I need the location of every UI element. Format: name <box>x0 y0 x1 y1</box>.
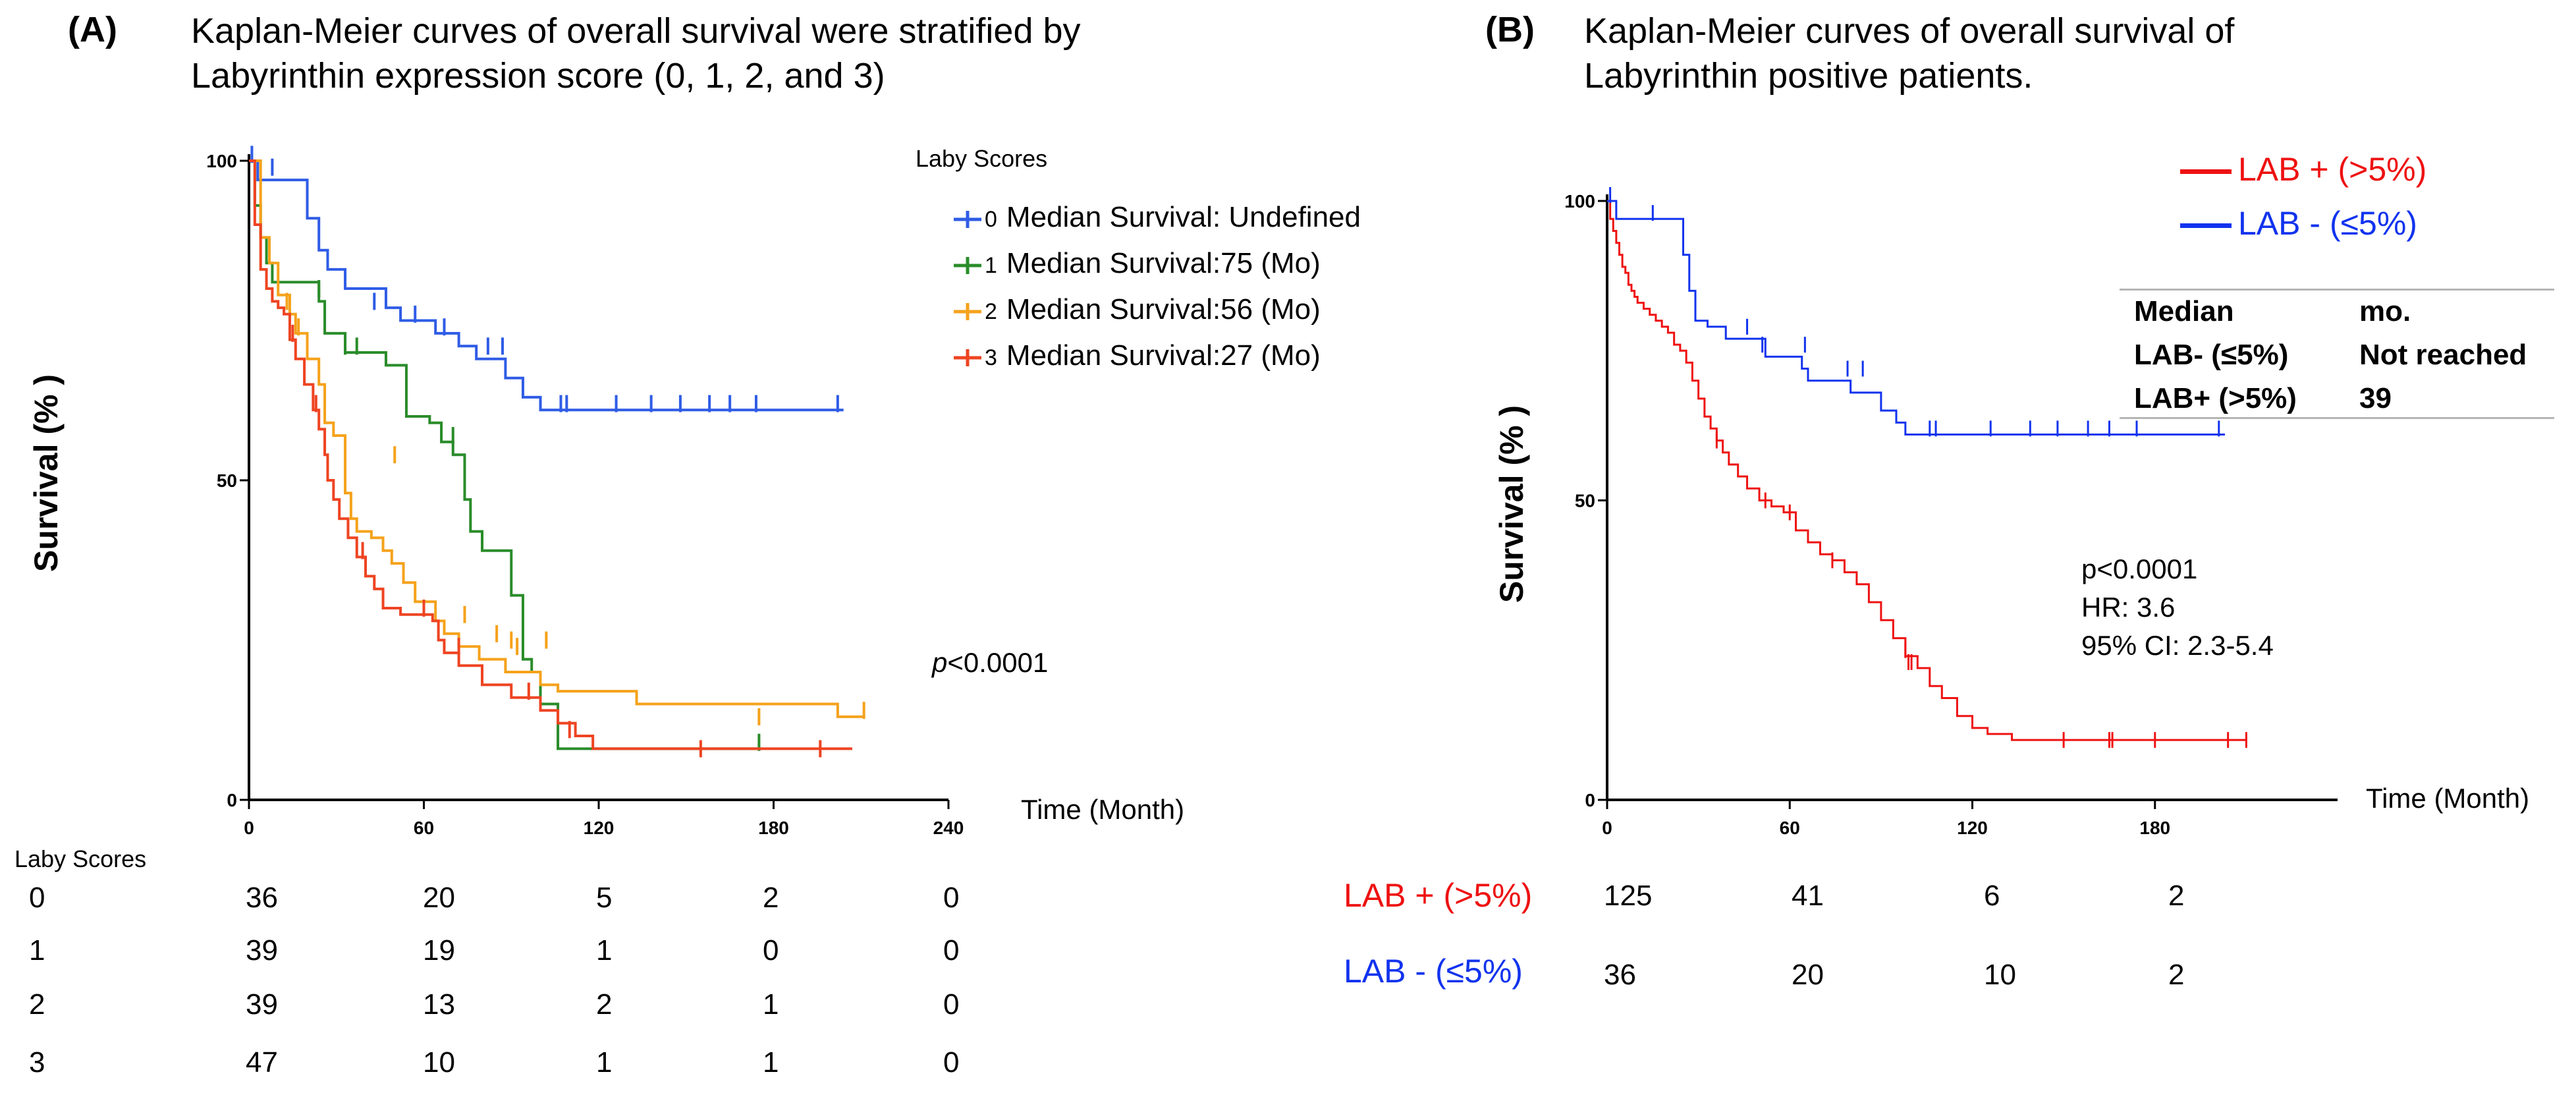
panel-a-title-line1: Kaplan-Meier curves of overall survival … <box>191 11 1081 51</box>
risk-count: 0 <box>943 934 960 967</box>
risk-count: 2 <box>2168 959 2185 991</box>
legend-line <box>2180 223 2232 229</box>
legend-key: 3 <box>985 345 997 370</box>
risk-count: 13 <box>423 988 455 1021</box>
x-tick-label: 60 <box>1780 818 1800 838</box>
risk-count: 39 <box>246 934 278 967</box>
risk-count: 2 <box>2168 880 2185 912</box>
panel-a-label: (A) <box>68 10 117 49</box>
panel-a-risk-table-title: Laby Scores <box>14 845 147 872</box>
legend-key: 0 <box>985 207 997 232</box>
stat-line: 95% CI: 2.3-5.4 <box>2081 630 2274 661</box>
median-table-cell: LAB- (≤5%) <box>2134 339 2289 371</box>
risk-count: 19 <box>423 934 455 967</box>
survival-curve-series-0 <box>1607 200 2247 741</box>
x-tick-label: 0 <box>244 818 254 838</box>
p-value-prefix: p <box>932 647 948 678</box>
panel-b-x-axis-label: Time (Month) <box>2366 783 2530 814</box>
risk-count: 2 <box>596 988 613 1021</box>
panel-b-legend-item-1: LAB - (≤5%) <box>2180 204 2417 242</box>
panel-b-label: (B) <box>1485 10 1535 49</box>
survival-curve-series-1 <box>1607 200 2226 436</box>
panel-b-title-line2: Labyrinthin positive patients. <box>1584 56 2033 96</box>
y-tick-label: 100 <box>1564 191 1595 211</box>
y-tick-label: 100 <box>206 151 237 171</box>
x-tick-label: 180 <box>758 818 789 838</box>
panel-a-title-line2: Labyrinthin expression score (0, 1, 2, a… <box>191 56 885 96</box>
y-tick-label: 0 <box>227 790 237 810</box>
median-table-cell: 39 <box>2359 382 2392 414</box>
legend-text: LAB + (>5%) <box>2238 151 2427 188</box>
median-table-cell: LAB+ (>5%) <box>2134 382 2297 414</box>
risk-group: 2 <box>29 988 45 1021</box>
panel-b-title-line1: Kaplan-Meier curves of overall survival … <box>1584 11 2235 51</box>
x-tick-label: 60 <box>414 818 434 838</box>
risk-count: 20 <box>423 882 455 914</box>
risk-count: 1 <box>763 1046 779 1079</box>
legend-text: Median Survival:56 (Mo) <box>1006 293 1321 325</box>
legend-text: Median Survival: Undefined <box>1006 201 1361 233</box>
risk-count: 2 <box>763 882 779 914</box>
risk-count: 0 <box>943 988 960 1021</box>
risk-group: 3 <box>29 1046 45 1079</box>
legend-text: LAB - (≤5%) <box>2238 205 2417 242</box>
legend-line <box>2180 169 2232 175</box>
risk-count: 47 <box>246 1046 278 1079</box>
panel-a-legend-item-3: 3 Median Survival:27 (Mo) <box>985 339 1321 372</box>
panel-b-y-axis-label: Survival (% ) <box>1493 405 1530 604</box>
risk-group: LAB + (>5%) <box>1344 877 1533 914</box>
x-tick-label: 240 <box>933 818 964 838</box>
x-tick-label: 0 <box>1602 818 1612 838</box>
risk-count: 39 <box>246 988 278 1021</box>
risk-group: 0 <box>29 882 45 914</box>
panel-a-x-axis-label: Time (Month) <box>1021 794 1185 825</box>
legend-key: 1 <box>985 253 997 278</box>
risk-count: 1 <box>596 934 613 967</box>
legend-text: Median Survival:27 (Mo) <box>1006 339 1321 372</box>
risk-count: 10 <box>1984 959 2016 991</box>
risk-count: 36 <box>1604 959 1636 991</box>
risk-count: 36 <box>246 882 278 914</box>
stat-line: HR: 3.6 <box>2081 592 2176 623</box>
y-tick-label: 50 <box>217 470 237 491</box>
panel-a-p-value: p<0.0001 <box>932 647 1048 679</box>
risk-count: 20 <box>1792 959 1824 991</box>
median-table-header: mo. <box>2359 295 2411 327</box>
median-table-bottom-rule <box>2120 417 2554 419</box>
x-tick-label: 120 <box>584 818 615 838</box>
panel-a-legend-item-0: 0 Median Survival: Undefined <box>985 201 1361 234</box>
risk-count: 1 <box>763 988 779 1021</box>
risk-group: 1 <box>29 934 45 967</box>
risk-count: 0 <box>943 1046 960 1079</box>
survival-curve-series-0 <box>249 159 844 412</box>
panel-a-legend-item-1: 1 Median Survival:75 (Mo) <box>985 247 1321 280</box>
panel-b-legend-item-0: LAB + (>5%) <box>2180 150 2426 188</box>
legend-text: Median Survival:75 (Mo) <box>1006 247 1321 279</box>
risk-count: 10 <box>423 1046 455 1079</box>
median-table-header: Median <box>2134 295 2234 327</box>
median-table-cell: Not reached <box>2359 339 2527 371</box>
x-tick-label: 180 <box>2139 818 2170 838</box>
risk-count: 1 <box>596 1046 613 1079</box>
survival-curve-series-3 <box>249 159 852 750</box>
panel-a-legend-item-2: 2 Median Survival:56 (Mo) <box>985 293 1321 326</box>
risk-group: LAB - (≤5%) <box>1344 953 1523 990</box>
risk-count: 0 <box>763 934 779 967</box>
panel-a-legend-title: Laby Scores <box>916 145 1048 172</box>
risk-count: 0 <box>943 882 960 914</box>
risk-count: 5 <box>596 882 613 914</box>
stat-line: p<0.0001 <box>2081 553 2198 584</box>
risk-count: 125 <box>1604 880 1653 912</box>
y-tick-label: 0 <box>1585 790 1595 810</box>
risk-count: 6 <box>1984 880 2000 912</box>
survival-curve-series-2 <box>249 159 864 718</box>
p-value-rest: <0.0001 <box>947 647 1049 678</box>
legend-key: 2 <box>985 299 997 324</box>
y-tick-label: 50 <box>1575 491 1595 511</box>
median-table-top-rule <box>2120 289 2554 291</box>
risk-count: 41 <box>1792 880 1824 912</box>
x-tick-label: 120 <box>1957 818 1988 838</box>
